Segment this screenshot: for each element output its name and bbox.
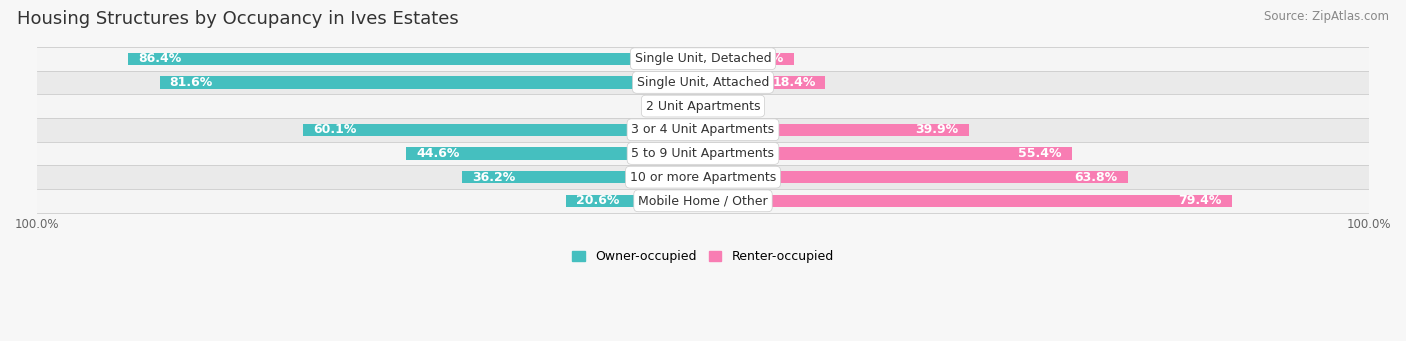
Text: 86.4%: 86.4% xyxy=(138,52,181,65)
Text: 36.2%: 36.2% xyxy=(472,170,515,184)
Legend: Owner-occupied, Renter-occupied: Owner-occupied, Renter-occupied xyxy=(568,245,838,268)
Bar xyxy=(703,171,1128,183)
Text: Source: ZipAtlas.com: Source: ZipAtlas.com xyxy=(1264,10,1389,23)
Text: Mobile Home / Other: Mobile Home / Other xyxy=(638,194,768,207)
Text: 2 Unit Apartments: 2 Unit Apartments xyxy=(645,100,761,113)
Text: 39.9%: 39.9% xyxy=(915,123,959,136)
Text: 44.6%: 44.6% xyxy=(416,147,460,160)
Text: Housing Structures by Occupancy in Ives Estates: Housing Structures by Occupancy in Ives … xyxy=(17,10,458,28)
Bar xyxy=(37,118,1369,142)
Text: Single Unit, Detached: Single Unit, Detached xyxy=(634,52,772,65)
Text: 5 to 9 Unit Apartments: 5 to 9 Unit Apartments xyxy=(631,147,775,160)
Text: 20.6%: 20.6% xyxy=(576,194,619,207)
Bar xyxy=(703,53,793,65)
Bar xyxy=(37,47,1369,71)
Text: 10 or more Apartments: 10 or more Apartments xyxy=(630,170,776,184)
Bar xyxy=(37,94,1369,118)
Bar xyxy=(302,124,703,136)
Bar xyxy=(703,124,969,136)
Bar xyxy=(463,171,703,183)
Bar xyxy=(160,76,703,89)
Text: 79.4%: 79.4% xyxy=(1178,194,1222,207)
Text: 0.0%: 0.0% xyxy=(665,100,696,113)
Text: 13.6%: 13.6% xyxy=(741,52,783,65)
Text: Single Unit, Attached: Single Unit, Attached xyxy=(637,76,769,89)
Bar xyxy=(703,195,1232,207)
Text: 81.6%: 81.6% xyxy=(170,76,212,89)
Bar xyxy=(406,147,703,160)
Bar xyxy=(703,76,825,89)
Text: 63.8%: 63.8% xyxy=(1074,170,1118,184)
Text: 3 or 4 Unit Apartments: 3 or 4 Unit Apartments xyxy=(631,123,775,136)
Text: 18.4%: 18.4% xyxy=(772,76,815,89)
Bar xyxy=(565,195,703,207)
Text: 55.4%: 55.4% xyxy=(1018,147,1062,160)
Bar xyxy=(37,71,1369,94)
Text: 0.0%: 0.0% xyxy=(710,100,741,113)
Bar xyxy=(703,147,1071,160)
Bar xyxy=(37,189,1369,213)
Bar xyxy=(128,53,703,65)
Text: 60.1%: 60.1% xyxy=(314,123,356,136)
Bar xyxy=(37,142,1369,165)
Bar xyxy=(37,165,1369,189)
